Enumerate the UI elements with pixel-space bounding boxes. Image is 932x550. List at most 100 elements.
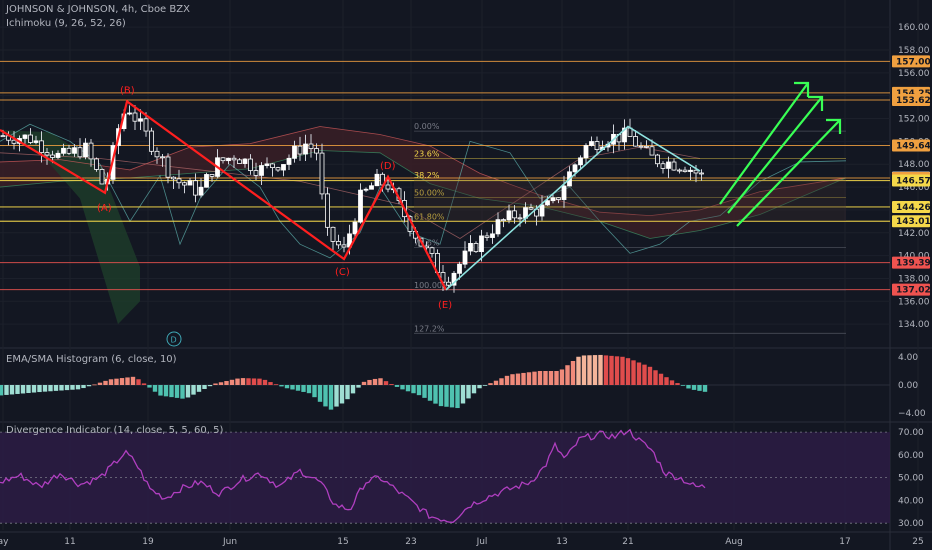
candle-body <box>253 170 259 176</box>
histogram-bar <box>251 378 257 385</box>
ichimoku-legend[interactable]: Ichimoku (9, 26, 52, 26) <box>6 18 126 29</box>
candle-body <box>545 200 550 206</box>
candle-body <box>638 145 644 148</box>
histogram-bar <box>224 381 229 385</box>
histogram-bar <box>180 385 185 399</box>
histogram-bar <box>37 385 42 393</box>
histogram-bar <box>290 385 295 390</box>
histogram-bar <box>537 371 543 385</box>
candle-body <box>512 210 517 219</box>
histogram-bar <box>422 385 427 398</box>
osc-tick: 30.00 <box>898 519 924 529</box>
time-tick: 21 <box>622 537 633 547</box>
price-label: 154.25 <box>896 89 931 99</box>
fib-retracement: 0.00%23.6%38.2%50.00%61.80%78.6%100.00%1… <box>414 122 846 334</box>
candle-body <box>61 147 66 154</box>
histogram-bar <box>658 373 664 385</box>
candle-body <box>352 221 358 235</box>
histogram-bar <box>86 385 92 387</box>
histogram-bar <box>196 385 202 392</box>
candle-body <box>220 157 226 162</box>
candle-body <box>39 140 44 153</box>
candle-body <box>182 182 187 186</box>
histogram-bar <box>471 385 477 394</box>
histogram-bar <box>686 385 691 389</box>
histogram-bar <box>317 385 323 402</box>
time-tick: 11 <box>64 537 75 547</box>
histogram-bar <box>493 380 499 385</box>
histogram-bar <box>466 385 471 399</box>
histogram-bar <box>48 385 53 392</box>
fib-label: 50.00% <box>414 188 445 197</box>
candle-body <box>369 185 374 190</box>
histogram-bar <box>174 385 180 398</box>
histogram-bar <box>515 373 521 385</box>
candle-body <box>314 148 319 154</box>
time-tick: 17 <box>839 537 850 547</box>
histogram-bar <box>631 360 636 385</box>
candle-body <box>495 219 501 235</box>
candle-body <box>699 172 704 175</box>
candle-body <box>501 219 506 222</box>
divergence-oscillator <box>0 428 890 524</box>
symbol-title[interactable]: JOHNSON & JOHNSON, 4h, Cboe BZX <box>6 4 190 15</box>
arrow-shaft <box>727 96 823 214</box>
histogram-bar <box>279 385 284 387</box>
candle-body <box>319 152 325 195</box>
price-label-bg <box>892 215 930 228</box>
histogram-bar <box>367 379 372 385</box>
candle-body <box>226 157 231 162</box>
price-label-bg <box>892 139 930 152</box>
histogram-bar <box>548 371 554 385</box>
histogram-bar <box>20 385 26 394</box>
candle-body <box>374 173 380 187</box>
histogram-bar <box>356 385 361 388</box>
histogram-bars <box>0 354 890 410</box>
histogram-bar <box>339 385 345 404</box>
candle-body <box>160 156 165 159</box>
histogram-bar <box>240 378 246 385</box>
histogram-bar <box>581 355 587 385</box>
candle-body <box>490 233 495 238</box>
osc-tick: 40.00 <box>898 496 924 506</box>
fib-label: 127.2% <box>414 324 445 333</box>
histogram-bar <box>235 378 240 385</box>
histogram-bar <box>9 385 15 395</box>
candle-body <box>165 156 171 178</box>
candle-body <box>303 143 308 155</box>
cloud-fill <box>0 126 846 239</box>
histogram-bar <box>158 385 163 396</box>
candle-body <box>649 146 655 156</box>
histogram-bar <box>75 385 81 390</box>
histogram-bar <box>0 385 4 396</box>
histogram-bar <box>284 385 290 389</box>
time-axis: ay 11 19 Jun 15 23 Jul 13 21 Aug 17 25 <box>0 537 924 547</box>
candle-body <box>209 174 215 177</box>
divergence-legend[interactable]: Divergence Indicator (14, close, 5, 5, 6… <box>6 425 224 436</box>
histogram-bar <box>587 355 592 385</box>
histogram-bar <box>246 378 251 385</box>
candle-body <box>660 163 666 169</box>
price-axis: 134.00136.00138.00140.00142.00144.00146.… <box>892 23 931 529</box>
candle-body <box>325 193 330 228</box>
histogram-bar <box>389 384 394 385</box>
histogram-bar <box>108 379 114 385</box>
price-tick: 158.00 <box>898 46 930 56</box>
candle-body <box>22 134 28 139</box>
histogram-bar <box>31 385 37 393</box>
histogram-bar <box>680 385 686 386</box>
histogram-bar <box>449 385 455 408</box>
channel-line <box>445 125 701 291</box>
histogram-bar <box>455 385 460 409</box>
histogram-legend[interactable]: EMA/SMA Histogram (6, close, 10) <box>6 354 177 365</box>
candle-body <box>484 235 490 238</box>
histogram-bar <box>664 377 669 385</box>
candle-body <box>187 180 193 186</box>
histogram-bar <box>532 371 537 385</box>
histogram-bar <box>361 381 367 385</box>
candle-body <box>99 169 105 185</box>
histogram-bar <box>169 385 174 398</box>
histogram-bar <box>554 371 559 385</box>
histogram-bar <box>526 372 532 385</box>
